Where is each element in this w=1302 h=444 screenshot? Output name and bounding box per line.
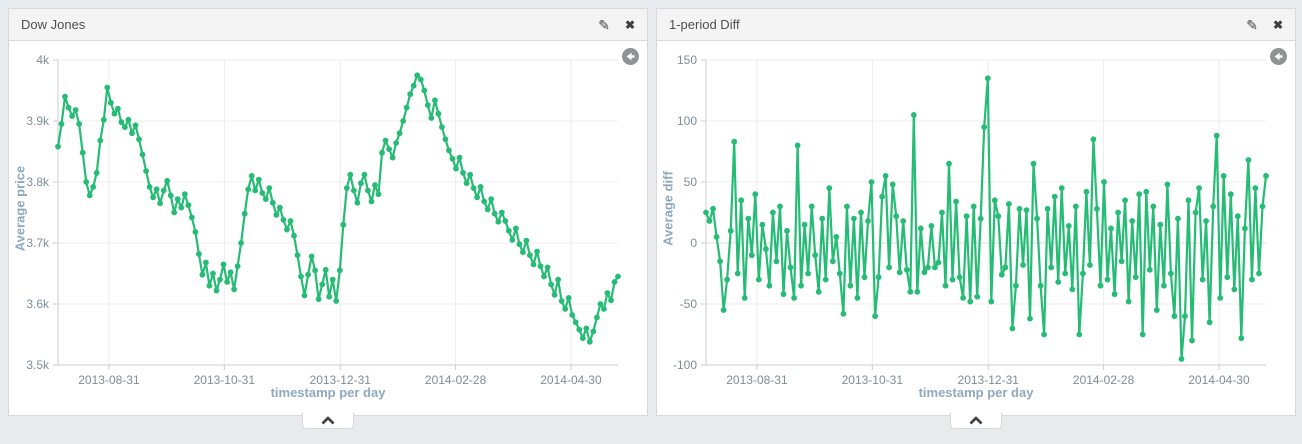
svg-text:-100: -100 <box>673 358 697 372</box>
panel-header: Dow Jones ✎ ✖ <box>9 9 647 41</box>
svg-text:50: 50 <box>684 175 698 189</box>
panel-title: 1-period Diff <box>669 17 740 32</box>
svg-text:2013-10-31: 2013-10-31 <box>842 373 904 387</box>
edit-pencil-icon[interactable]: ✎ <box>598 16 610 33</box>
y-axis-title: Average diff <box>660 171 676 246</box>
svg-text:3.5k: 3.5k <box>26 358 50 372</box>
panel-1-period-diff: 1-period Diff ✎ ✖ 150 100 50 0 -50 -100 2013-0… <box>656 8 1296 429</box>
chart-area: 4k 3.9k 3.8k 3.7k 3.6k 3.5k 2013-08-31 2013-10-… <box>9 41 647 429</box>
svg-text:2013-12-31: 2013-12-31 <box>958 373 1020 387</box>
chevron-up-icon <box>969 416 983 425</box>
svg-text:2013-08-31: 2013-08-31 <box>726 373 788 387</box>
chart-area: 150 100 50 0 -50 -100 2013-08-31 2013-10-31 2013… <box>657 41 1295 429</box>
svg-text:2013-12-31: 2013-12-31 <box>310 373 372 387</box>
close-icon[interactable]: ✖ <box>1272 17 1283 32</box>
y-axis-title: Average price <box>12 165 28 252</box>
x-axis-title: timestamp per day <box>918 385 1034 400</box>
svg-text:2014-02-28: 2014-02-28 <box>1073 373 1135 387</box>
chevron-up-icon <box>321 416 335 425</box>
panel-header-icons: ✎ ✖ <box>1246 18 1283 32</box>
svg-text:-50: -50 <box>680 297 698 311</box>
svg-text:2013-08-31: 2013-08-31 <box>78 373 140 387</box>
svg-text:3.7k: 3.7k <box>26 236 50 250</box>
collapse-panel-tab[interactable] <box>950 413 1002 429</box>
svg-text:3.6k: 3.6k <box>26 297 50 311</box>
edit-pencil-icon[interactable]: ✎ <box>1246 16 1258 33</box>
line-chart-canvas: 4k 3.9k 3.8k 3.7k 3.6k 3.5k 2013-08-31 2013-10-… <box>26 53 621 387</box>
back-in-time-button[interactable] <box>1270 48 1287 65</box>
x-axis-title: timestamp per day <box>270 385 386 400</box>
svg-text:0: 0 <box>690 236 697 250</box>
panel-dow-jones: Dow Jones ✎ ✖ 4k 3.9k 3.8k 3.7k 3.6k 3.5k 2013… <box>8 8 648 429</box>
collapse-panel-tab[interactable] <box>302 413 354 429</box>
svg-text:4k: 4k <box>36 53 50 67</box>
svg-text:2013-10-31: 2013-10-31 <box>194 373 256 387</box>
line-chart-canvas: 150 100 50 0 -50 -100 2013-08-31 2013-10-31 2013… <box>673 53 1269 387</box>
svg-text:2014-04-30: 2014-04-30 <box>1188 373 1250 387</box>
svg-text:3.8k: 3.8k <box>26 175 50 189</box>
back-in-time-button[interactable] <box>622 48 639 65</box>
svg-text:3.9k: 3.9k <box>26 114 50 128</box>
panel-title: Dow Jones <box>21 17 86 32</box>
panel-header: 1-period Diff ✎ ✖ <box>657 9 1295 41</box>
svg-text:2014-02-28: 2014-02-28 <box>425 373 487 387</box>
svg-text:150: 150 <box>677 53 697 67</box>
svg-text:100: 100 <box>677 114 697 128</box>
svg-text:2014-04-30: 2014-04-30 <box>540 373 602 387</box>
close-icon[interactable]: ✖ <box>624 17 635 32</box>
panel-header-icons: ✎ ✖ <box>598 18 635 32</box>
